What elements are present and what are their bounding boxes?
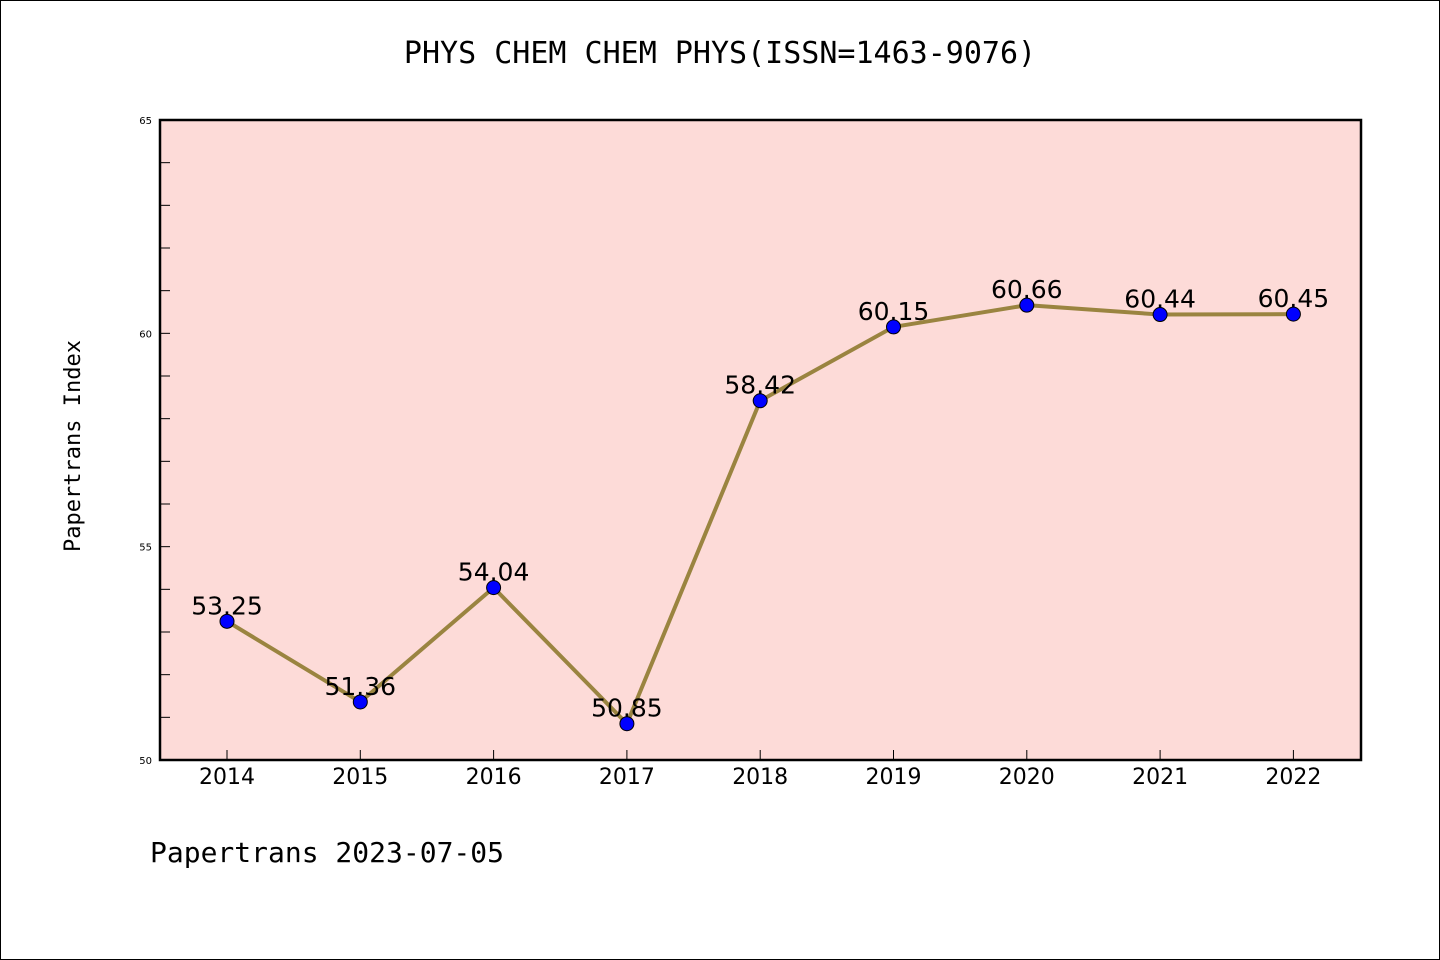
x-tick-label: 2014 xyxy=(199,765,255,790)
data-point xyxy=(486,580,502,596)
x-tick-label: 2022 xyxy=(1265,765,1321,790)
data-point xyxy=(752,393,768,409)
data-label: 54.04 xyxy=(458,558,530,587)
data-point xyxy=(886,319,901,335)
data-point xyxy=(1152,307,1168,323)
y-tick-label: 60 xyxy=(139,329,152,340)
data-label: 51.36 xyxy=(325,672,397,701)
data-label: 60.66 xyxy=(991,275,1063,304)
data-point xyxy=(619,716,635,732)
data-point xyxy=(219,613,235,629)
data-point xyxy=(352,694,368,710)
plot-area xyxy=(160,120,1361,760)
plot-border xyxy=(158,118,1363,762)
data-label: 60.44 xyxy=(1124,285,1196,314)
data-label: 53.25 xyxy=(191,591,263,620)
footer-text: Papertrans 2023-07-05 xyxy=(150,836,505,869)
y-tick-label: 65 xyxy=(139,116,152,127)
x-tick-label: 2015 xyxy=(332,765,388,790)
x-tick-label: 2017 xyxy=(599,765,655,790)
x-tick-label: 2020 xyxy=(999,765,1055,790)
x-tick-label: 2018 xyxy=(732,765,788,790)
data-label: 60.15 xyxy=(858,297,930,326)
y-tick-label: 50 xyxy=(139,756,152,767)
chart-title: PHYS CHEM CHEM PHYS(ISSN=1463-9076) xyxy=(403,36,1037,71)
data-label: 58.42 xyxy=(724,371,796,400)
x-tick-label: 2021 xyxy=(1132,765,1188,790)
data-point xyxy=(1285,306,1301,322)
data-label: 50.85 xyxy=(591,694,663,723)
x-tick-label: 2016 xyxy=(466,765,522,790)
data-point xyxy=(1019,297,1035,313)
data-label: 60.45 xyxy=(1258,284,1330,313)
x-tick-label: 2019 xyxy=(866,765,922,790)
y-tick-label: 55 xyxy=(139,543,152,554)
